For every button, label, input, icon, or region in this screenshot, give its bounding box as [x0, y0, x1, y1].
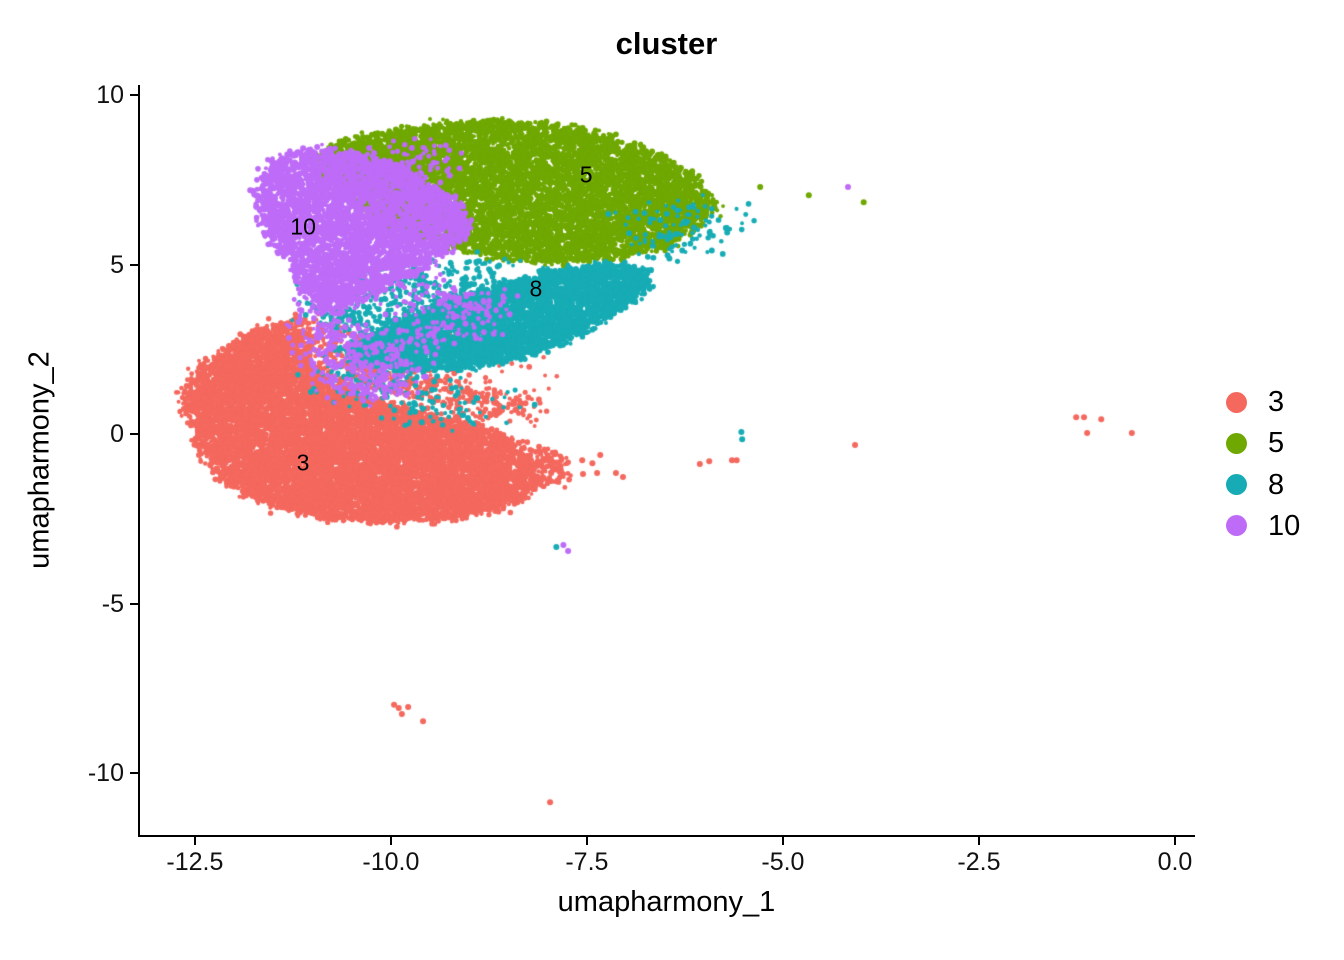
- y-tick-label: 10: [96, 81, 124, 110]
- legend-dot-10: [1226, 515, 1247, 537]
- cluster-label-3: 3: [296, 449, 310, 476]
- legend-label-10: 10: [1268, 509, 1301, 542]
- y-tick-label: 0: [110, 420, 124, 449]
- y-tick-mark: [130, 771, 139, 774]
- x-tick-mark: [781, 836, 784, 845]
- y-tick-label: 5: [110, 250, 124, 279]
- x-tick-label: -7.5: [565, 848, 609, 876]
- cluster-label-10: 10: [290, 213, 316, 240]
- cluster-label-8: 8: [529, 275, 543, 302]
- y-axis-title: umapharmony_2: [23, 351, 56, 569]
- x-axis-line: [138, 835, 1195, 837]
- legend-dot-8: [1226, 474, 1247, 496]
- x-tick-mark: [193, 836, 196, 845]
- y-tick-label: -5: [101, 589, 124, 618]
- x-tick-label: 0.0: [1157, 848, 1193, 876]
- x-axis-title: umapharmony_1: [557, 886, 776, 918]
- x-tick-label: -10.0: [362, 848, 420, 876]
- y-tick-mark: [130, 263, 139, 266]
- x-tick-label: -5.0: [761, 848, 805, 876]
- y-tick-mark: [130, 433, 139, 436]
- x-tick-label: -2.5: [957, 848, 1001, 876]
- legend-label-3: 3: [1268, 386, 1285, 418]
- y-axis-line: [138, 85, 140, 837]
- x-tick-mark: [389, 836, 392, 845]
- legend-dot-3: [1226, 391, 1247, 413]
- y-tick-mark: [130, 94, 139, 97]
- x-tick-label: -12.5: [166, 848, 224, 876]
- x-tick-mark: [585, 836, 588, 845]
- x-tick-mark: [1173, 836, 1176, 845]
- y-tick-mark: [130, 602, 139, 605]
- legend-label-5: 5: [1268, 427, 1285, 460]
- legend: 3 5 8 10: [1214, 380, 1344, 560]
- x-tick-mark: [977, 836, 980, 845]
- cluster-label-5: 5: [579, 161, 593, 188]
- legend-dot-5: [1226, 432, 1247, 454]
- legend-label-8: 8: [1268, 468, 1285, 501]
- y-tick-label: -10: [87, 758, 124, 787]
